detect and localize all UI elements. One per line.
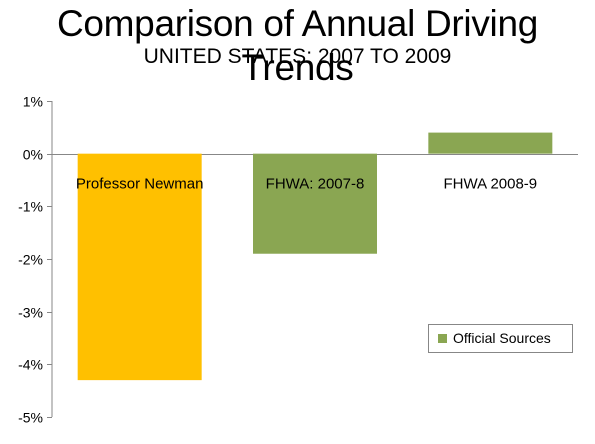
- chart-title: Comparison of Annual Driving Trends: [56, 3, 539, 88]
- bar-2: [253, 153, 377, 254]
- bar-layer: [77, 132, 553, 381]
- legend-swatch: [438, 334, 447, 343]
- legend-box: [428, 324, 573, 353]
- bar-1: [77, 153, 202, 381]
- y-tick-label: 0%: [23, 147, 43, 163]
- y-tick-label: -4%: [18, 357, 43, 373]
- label-layer: 1% 0% -1% -2% -3% -4% -5% Professor Newman FHWA:…: [18, 94, 537, 426]
- y-tick-label: -2%: [18, 252, 43, 268]
- category-label: FHWA: 2007-8: [266, 176, 365, 193]
- legend-label: Official Sources: [453, 330, 551, 346]
- legend: Official Sources: [428, 324, 573, 353]
- category-label: FHWA 2008-9: [444, 176, 538, 193]
- bar-3: [428, 132, 553, 154]
- y-tick-label: 1%: [23, 94, 43, 110]
- category-label: Professor Newman: [76, 176, 204, 193]
- chart-subtitle: UNITED STATES: 2007 TO 2009: [143, 45, 452, 68]
- y-tick-label: -3%: [18, 305, 43, 321]
- y-tick-label: -5%: [18, 410, 43, 426]
- y-tick-label: -1%: [18, 199, 43, 215]
